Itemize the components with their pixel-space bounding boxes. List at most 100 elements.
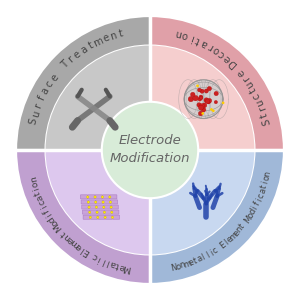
FancyBboxPatch shape — [82, 210, 89, 214]
Text: e: e — [118, 262, 126, 272]
Text: a: a — [35, 193, 45, 202]
Text: t: t — [194, 35, 202, 46]
Circle shape — [86, 196, 89, 198]
Circle shape — [195, 91, 212, 107]
Circle shape — [111, 211, 113, 214]
Circle shape — [187, 82, 220, 116]
Text: i: i — [254, 197, 264, 203]
Circle shape — [188, 96, 194, 102]
Text: o: o — [49, 218, 60, 227]
Wedge shape — [150, 46, 254, 150]
Circle shape — [190, 85, 218, 113]
Text: e: e — [72, 49, 83, 60]
Text: o: o — [211, 44, 221, 56]
Circle shape — [204, 98, 209, 103]
Text: e: e — [231, 228, 242, 238]
Text: n: n — [62, 232, 73, 242]
Circle shape — [104, 216, 106, 219]
FancyBboxPatch shape — [95, 195, 102, 199]
Text: i: i — [40, 203, 49, 210]
Text: e: e — [236, 67, 248, 78]
Text: l: l — [201, 253, 207, 262]
Text: T: T — [60, 60, 71, 71]
Circle shape — [202, 103, 207, 108]
Text: t: t — [259, 184, 269, 190]
FancyBboxPatch shape — [111, 205, 118, 209]
Text: n: n — [174, 28, 183, 39]
Text: l: l — [101, 256, 107, 265]
FancyBboxPatch shape — [90, 210, 97, 214]
Text: f: f — [37, 94, 47, 102]
Text: c: c — [256, 192, 266, 199]
Text: o: o — [245, 211, 256, 220]
Circle shape — [198, 94, 209, 105]
Circle shape — [201, 96, 206, 102]
Text: r: r — [241, 74, 251, 83]
Circle shape — [198, 97, 202, 101]
Text: u: u — [254, 97, 266, 107]
FancyBboxPatch shape — [110, 195, 117, 199]
Text: a: a — [195, 254, 204, 264]
Text: l: l — [205, 250, 211, 260]
Circle shape — [102, 102, 198, 198]
Text: a: a — [79, 44, 89, 56]
Circle shape — [198, 105, 203, 110]
Text: r: r — [257, 105, 268, 112]
FancyBboxPatch shape — [112, 215, 120, 219]
FancyBboxPatch shape — [83, 215, 90, 219]
Text: S: S — [261, 117, 272, 126]
Circle shape — [199, 103, 205, 109]
Wedge shape — [150, 150, 284, 284]
Circle shape — [205, 99, 210, 103]
Text: n: n — [262, 170, 272, 177]
Text: i: i — [208, 248, 215, 257]
Text: D: D — [226, 57, 239, 69]
Circle shape — [109, 201, 112, 203]
Text: c: c — [91, 251, 99, 262]
FancyBboxPatch shape — [103, 200, 110, 204]
Text: i: i — [45, 211, 53, 218]
Text: t: t — [60, 229, 68, 238]
FancyBboxPatch shape — [97, 205, 104, 209]
Circle shape — [199, 95, 203, 99]
Text: l: l — [79, 244, 86, 253]
Text: n: n — [109, 30, 118, 41]
Text: t: t — [259, 112, 270, 118]
FancyBboxPatch shape — [81, 200, 88, 204]
Text: t: t — [238, 222, 247, 230]
Text: m: m — [227, 230, 239, 242]
Text: u: u — [244, 78, 256, 89]
Text: n: n — [29, 176, 39, 183]
Circle shape — [204, 89, 208, 93]
Text: t: t — [87, 40, 95, 51]
Circle shape — [214, 91, 218, 96]
FancyBboxPatch shape — [91, 215, 98, 219]
Text: c: c — [37, 198, 47, 206]
Circle shape — [87, 201, 90, 203]
Circle shape — [197, 88, 201, 92]
Text: e: e — [225, 234, 235, 244]
Circle shape — [97, 216, 99, 219]
Text: o: o — [262, 175, 272, 182]
Circle shape — [193, 88, 215, 110]
Text: e: e — [222, 52, 233, 64]
FancyBboxPatch shape — [104, 205, 111, 209]
Text: c: c — [44, 79, 56, 89]
Text: c: c — [251, 91, 262, 100]
Text: i: i — [96, 254, 102, 263]
Circle shape — [190, 92, 195, 97]
FancyBboxPatch shape — [105, 215, 112, 219]
Text: i: i — [250, 205, 260, 211]
Text: o: o — [181, 30, 190, 41]
Text: f: f — [42, 207, 51, 214]
Circle shape — [95, 206, 98, 208]
Circle shape — [102, 201, 104, 203]
FancyBboxPatch shape — [98, 215, 105, 219]
Text: Electrode
Modification: Electrode Modification — [110, 134, 190, 166]
FancyBboxPatch shape — [111, 200, 118, 204]
Text: N: N — [170, 262, 178, 272]
Text: m: m — [92, 35, 105, 48]
Text: c: c — [211, 245, 220, 255]
Circle shape — [101, 196, 104, 198]
Circle shape — [88, 206, 90, 208]
